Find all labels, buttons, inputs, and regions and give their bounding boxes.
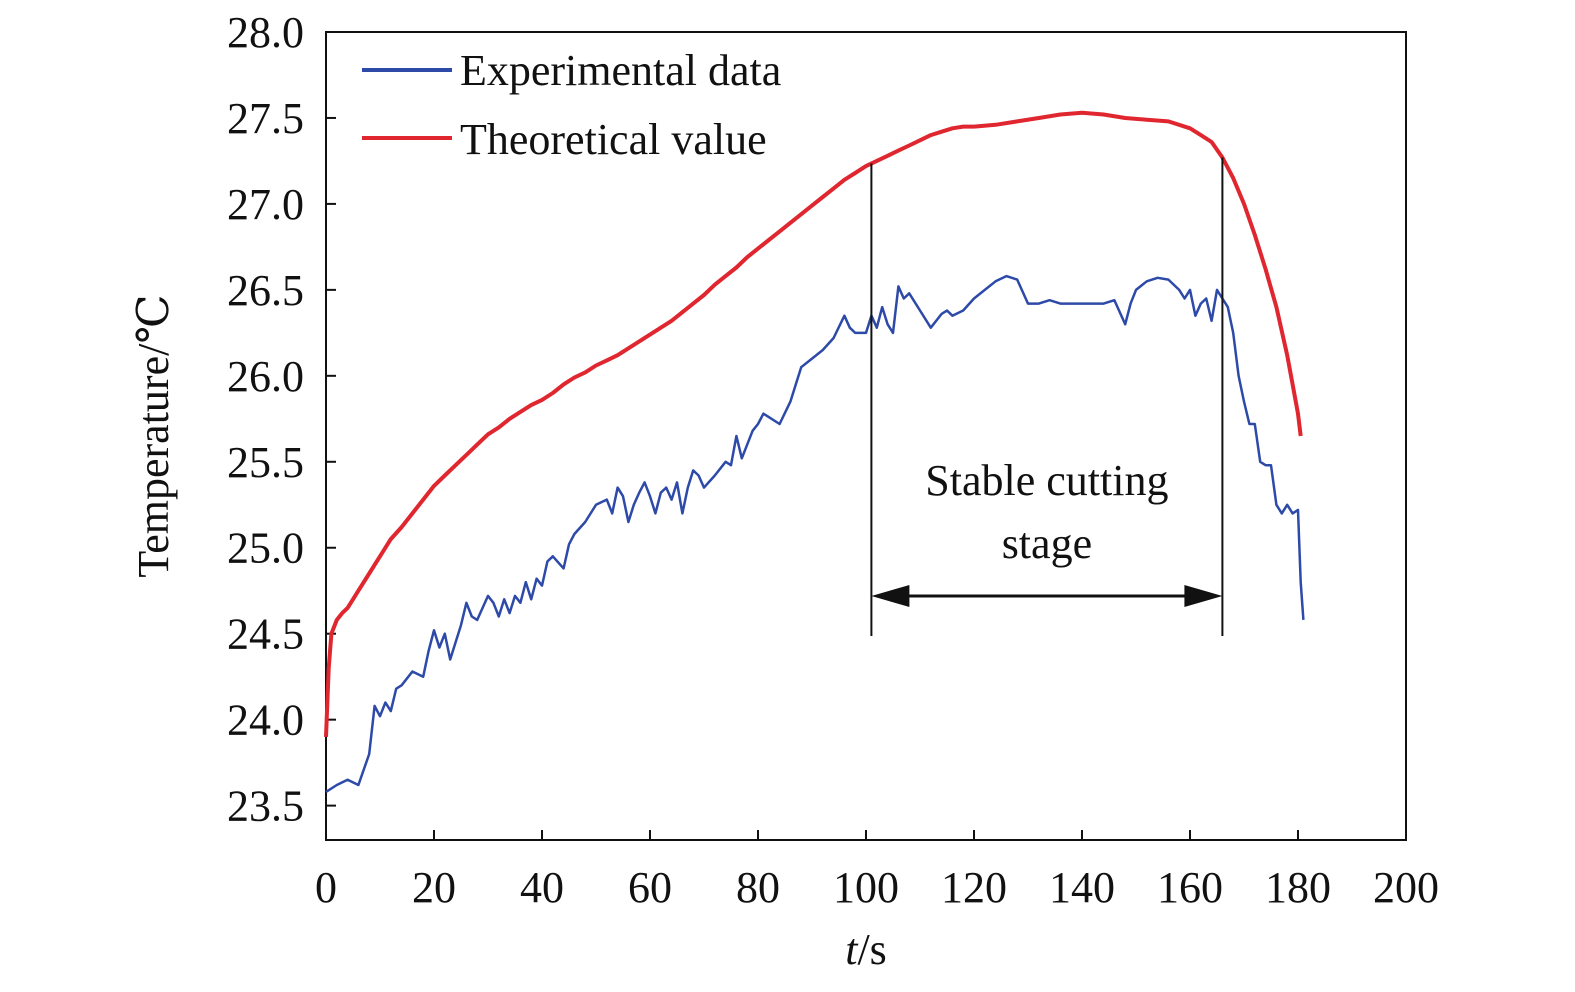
stage-arrow-head-right bbox=[1184, 585, 1223, 607]
y-tick-label: 28.0 bbox=[227, 8, 304, 57]
y-tick-label: 27.5 bbox=[227, 94, 304, 143]
x-tick-label: 160 bbox=[1157, 863, 1223, 912]
annotation-label-line2: stage bbox=[1002, 519, 1092, 568]
x-tick-label: 120 bbox=[941, 863, 1007, 912]
x-tick-label: 40 bbox=[520, 863, 564, 912]
y-tick-label: 24.5 bbox=[227, 610, 304, 659]
x-tick-label: 180 bbox=[1265, 863, 1331, 912]
annotation-label-line1: Stable cutting bbox=[925, 456, 1168, 505]
x-axis-title-unit: /s bbox=[857, 925, 886, 974]
y-tick-label: 26.5 bbox=[227, 266, 304, 315]
x-axis-title: t/s bbox=[845, 925, 887, 974]
x-tick-label: 20 bbox=[412, 863, 456, 912]
legend-label-theoretical: Theoretical value bbox=[460, 115, 767, 164]
y-tick-label: 26.0 bbox=[227, 352, 304, 401]
x-tick-label: 200 bbox=[1373, 863, 1439, 912]
series-line-theoretical bbox=[324, 110, 1303, 737]
x-axis-title-variable: t bbox=[845, 925, 859, 974]
stage-arrow-head-left bbox=[871, 585, 910, 607]
series-line-experimental bbox=[325, 274, 1305, 793]
x-tick-label: 60 bbox=[628, 863, 672, 912]
y-tick-label: 25.0 bbox=[227, 524, 304, 573]
x-axis-ticks: 0 20 40 60 80 100 120 140 160 180 200 bbox=[315, 830, 1439, 912]
legend-label-experimental: Experimental data bbox=[460, 46, 781, 95]
x-tick-label: 100 bbox=[833, 863, 899, 912]
x-tick-label: 140 bbox=[1049, 863, 1115, 912]
legend: Experimental data Theoretical value bbox=[362, 46, 781, 164]
x-tick-label: 80 bbox=[736, 863, 780, 912]
series-layer bbox=[324, 110, 1305, 793]
x-tick-label: 0 bbox=[315, 863, 337, 912]
y-tick-label: 24.0 bbox=[227, 696, 304, 745]
y-tick-label: 25.5 bbox=[227, 438, 304, 487]
y-tick-label: 23.5 bbox=[227, 782, 304, 831]
annotation-layer: Stable cutting stage bbox=[870, 157, 1224, 636]
y-tick-label: 27.0 bbox=[227, 180, 304, 229]
y-axis-title: Temperature/℃ bbox=[129, 294, 178, 577]
y-axis-ticks: 23.5 24.0 24.5 25.0 25.5 26.0 26.5 27.0 27.5 28.0 bbox=[227, 8, 336, 831]
